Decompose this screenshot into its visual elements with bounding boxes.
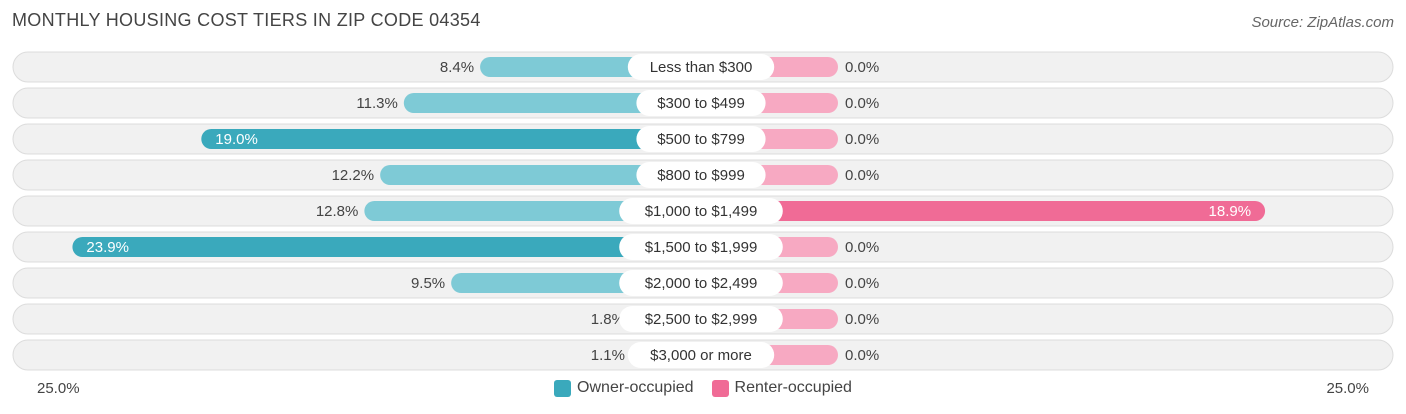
category-label: $800 to $999 xyxy=(657,167,745,184)
owner-value-label: 12.2% xyxy=(332,167,375,184)
renter-value-label: 0.0% xyxy=(845,95,879,112)
category-label-pill xyxy=(636,126,766,152)
legend-renter: Renter-occupied xyxy=(711,379,852,397)
renter-value-label: 0.0% xyxy=(845,311,879,328)
owner-value-label: 23.9% xyxy=(86,239,129,256)
category-label-pill xyxy=(627,342,775,368)
legend-owner-label: Owner-occupied xyxy=(577,379,694,396)
owner-value-label: 1.1% xyxy=(591,347,625,364)
owner-bar xyxy=(72,237,702,257)
axis-right-label: 25.0% xyxy=(1326,380,1369,397)
renter-value-label: 0.0% xyxy=(845,347,879,364)
legend-owner: Owner-occupied xyxy=(554,379,694,397)
category-label: $1,000 to $1,499 xyxy=(645,203,758,220)
category-label-pill xyxy=(636,162,766,188)
renter-value-label: 0.0% xyxy=(845,59,879,76)
owner-value-label: 8.4% xyxy=(440,59,474,76)
owner-bar xyxy=(403,93,701,113)
category-label-pill xyxy=(619,270,783,296)
category-label: $500 to $799 xyxy=(657,131,745,148)
category-label-pill xyxy=(619,306,783,332)
category-label: $2,500 to $2,999 xyxy=(645,311,758,328)
category-label-pill xyxy=(619,198,783,224)
chart-title: MONTHLY HOUSING COST TIERS IN ZIP CODE 0… xyxy=(12,10,481,30)
legend-renter-swatch xyxy=(711,379,729,397)
owner-value-label: 19.0% xyxy=(215,131,258,148)
renter-value-label: 0.0% xyxy=(845,131,879,148)
source-label: Source: ZipAtlas.com xyxy=(1251,14,1394,31)
legend-owner-swatch xyxy=(554,379,572,397)
owner-value-label: 1.8% xyxy=(591,311,625,328)
owner-bar xyxy=(201,129,702,149)
owner-value-label: 9.5% xyxy=(411,275,445,292)
category-label-pill xyxy=(636,90,766,116)
renter-bar xyxy=(701,201,1266,221)
legend-renter-label: Renter-occupied xyxy=(734,379,852,396)
axis-left-label: 25.0% xyxy=(37,380,80,397)
category-label: $2,000 to $2,499 xyxy=(645,275,758,292)
category-label: $3,000 or more xyxy=(650,347,752,364)
owner-value-label: 12.8% xyxy=(316,203,359,220)
owner-value-label: 11.3% xyxy=(356,95,397,112)
category-label: $300 to $499 xyxy=(657,95,745,112)
owner-bar xyxy=(380,165,701,185)
category-label: Less than $300 xyxy=(650,59,753,76)
renter-value-label: 0.0% xyxy=(845,275,879,292)
owner-bar xyxy=(364,201,701,221)
legend: Owner-occupied Renter-occupied xyxy=(0,379,1406,397)
renter-value-label: 0.0% xyxy=(845,239,879,256)
category-label: $1,500 to $1,999 xyxy=(645,239,758,256)
category-label-pill xyxy=(627,54,775,80)
category-label-pill xyxy=(619,234,783,260)
renter-value-label: 18.9% xyxy=(1209,203,1252,220)
renter-value-label: 0.0% xyxy=(845,167,879,184)
